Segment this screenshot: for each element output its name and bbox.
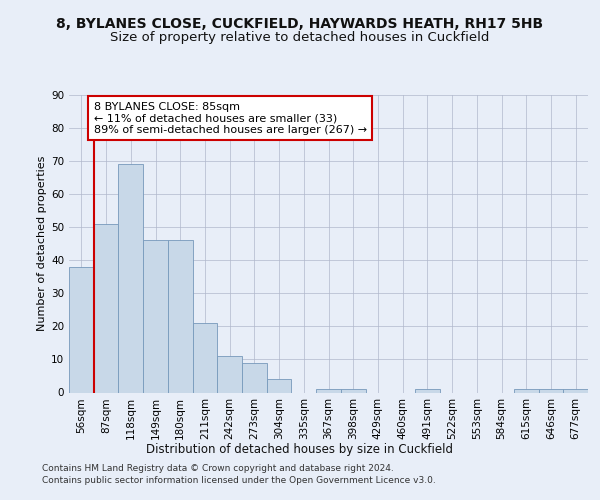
Text: Size of property relative to detached houses in Cuckfield: Size of property relative to detached ho… <box>110 31 490 44</box>
Bar <box>539 389 563 392</box>
Text: Contains public sector information licensed under the Open Government Licence v3: Contains public sector information licen… <box>42 476 436 485</box>
Bar <box>267 380 292 392</box>
Text: Contains HM Land Registry data © Crown copyright and database right 2024.: Contains HM Land Registry data © Crown c… <box>42 464 394 473</box>
Bar <box>217 356 242 393</box>
Bar <box>341 389 365 392</box>
Y-axis label: Number of detached properties: Number of detached properties <box>37 156 47 332</box>
Bar <box>514 389 539 392</box>
Bar <box>242 363 267 392</box>
Text: 8, BYLANES CLOSE, CUCKFIELD, HAYWARDS HEATH, RH17 5HB: 8, BYLANES CLOSE, CUCKFIELD, HAYWARDS HE… <box>56 18 544 32</box>
Bar <box>563 389 588 392</box>
Bar <box>415 389 440 392</box>
Bar <box>316 389 341 392</box>
Bar <box>118 164 143 392</box>
Bar <box>193 323 217 392</box>
Text: Distribution of detached houses by size in Cuckfield: Distribution of detached houses by size … <box>146 442 454 456</box>
Text: 8 BYLANES CLOSE: 85sqm
← 11% of detached houses are smaller (33)
89% of semi-det: 8 BYLANES CLOSE: 85sqm ← 11% of detached… <box>94 102 367 135</box>
Bar <box>168 240 193 392</box>
Bar <box>143 240 168 392</box>
Bar <box>94 224 118 392</box>
Bar <box>69 267 94 392</box>
